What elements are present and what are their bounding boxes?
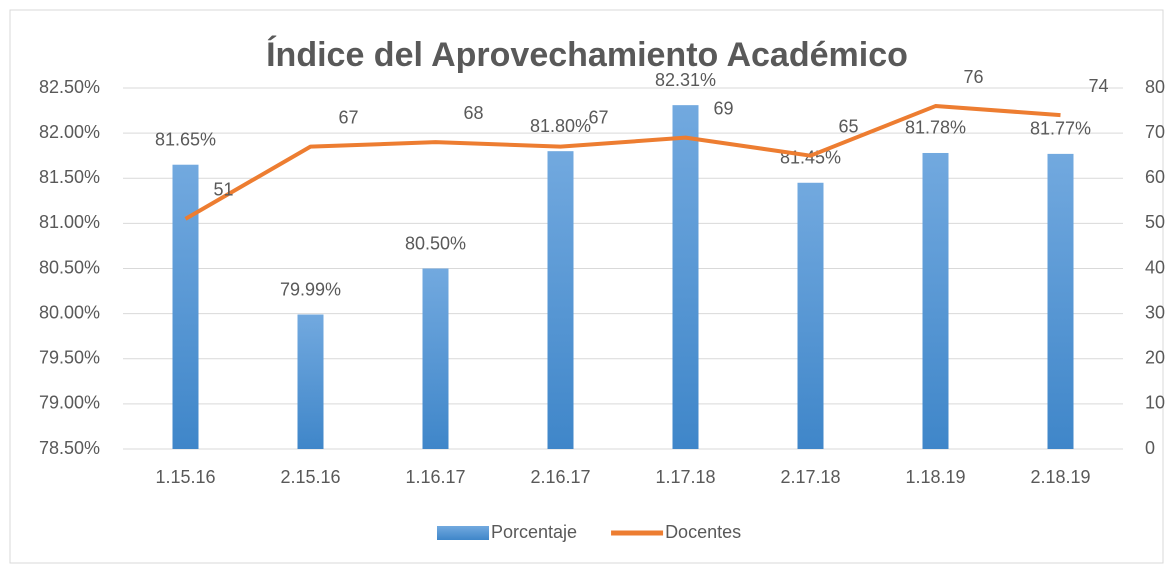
line-value-label: 76 (963, 67, 983, 87)
y-tick-label: 81.00% (39, 212, 100, 232)
line-value-label: 67 (588, 107, 608, 127)
bar (422, 268, 449, 449)
y-tick-label: 78.50% (39, 438, 100, 458)
y2-tick-label: 50 (1145, 212, 1165, 232)
bar (297, 314, 324, 449)
bar (922, 152, 949, 450)
x-tick-label: 2.15.16 (280, 467, 340, 487)
x-tick-label: 1.16.17 (405, 467, 465, 487)
bar-value-label: 81.80% (530, 116, 591, 136)
bar-value-label: 79.99% (280, 279, 341, 299)
bar (1047, 153, 1074, 449)
x-tick-label: 2.18.19 (1030, 467, 1090, 487)
x-tick-label: 2.16.17 (530, 467, 590, 487)
line-value-label: 74 (1088, 76, 1108, 96)
bar-value-label: 80.50% (405, 233, 466, 253)
y-tick-label: 80.50% (39, 257, 100, 277)
bar-value-label: 82.31% (655, 70, 716, 90)
bar (547, 151, 574, 450)
y2-tick-label: 20 (1145, 348, 1165, 368)
bar (797, 182, 824, 449)
bar (672, 105, 699, 450)
x-tick-label: 1.15.16 (155, 467, 215, 487)
y2-tick-label: 70 (1145, 122, 1165, 142)
x-tick-label: 1.17.18 (655, 467, 715, 487)
legend-label: Porcentaje (491, 522, 577, 542)
chart-title: Índice del Aprovechamiento Académico (266, 36, 908, 74)
bar (172, 164, 199, 449)
chart-border (9, 9, 1164, 564)
y-tick-label: 82.00% (39, 122, 100, 142)
line-value-label: 67 (338, 107, 358, 127)
y-tick-label: 81.50% (39, 167, 100, 187)
legend-label: Docentes (665, 522, 741, 542)
line-value-label: 51 (213, 180, 233, 200)
x-tick-label: 2.17.18 (780, 467, 840, 487)
y2-tick-label: 10 (1145, 393, 1165, 413)
bar-value-label: 81.65% (155, 129, 216, 149)
y-tick-label: 82.50% (39, 77, 100, 97)
y-tick-label: 80.00% (39, 302, 100, 322)
line-value-label: 65 (838, 116, 858, 136)
y2-tick-label: 60 (1145, 167, 1165, 187)
bar-value-label: 81.77% (1030, 119, 1091, 139)
line-value-label: 69 (713, 98, 733, 118)
y-tick-label: 79.50% (39, 348, 100, 368)
y2-tick-label: 80 (1145, 77, 1165, 97)
y-tick-label: 79.00% (39, 393, 100, 413)
bar-value-label: 81.78% (905, 118, 966, 138)
line (184, 104, 1061, 221)
line-value-label: 68 (463, 103, 483, 123)
y2-tick-label: 0 (1145, 438, 1155, 458)
legend-swatch (437, 526, 489, 540)
y2-tick-label: 30 (1145, 302, 1165, 322)
y2-tick-label: 40 (1145, 257, 1165, 277)
x-tick-label: 1.18.19 (905, 467, 965, 487)
